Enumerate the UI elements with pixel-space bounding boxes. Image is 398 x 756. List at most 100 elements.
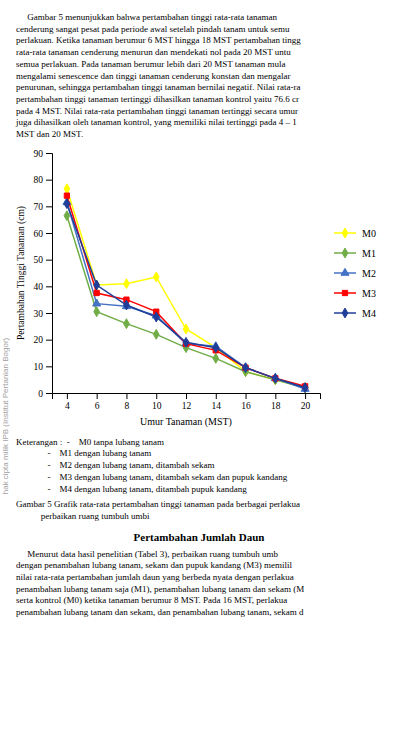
legend-item: M3 [334, 287, 376, 298]
caption-line: perbaikan ruang tumbuh umbi [16, 511, 394, 523]
tick-mark [46, 179, 52, 180]
series-line [67, 195, 305, 386]
watermark: hak cipta milik IPB (Institut Pertanian … [1, 338, 10, 495]
tick-label: 40 [34, 282, 44, 292]
paragraph-line: juga dihasilkan oleh tanaman kontrol, ya… [16, 117, 394, 129]
tick-label: 10 [34, 362, 44, 372]
tick-mark [46, 313, 52, 314]
point [153, 329, 159, 339]
legend-item: M2 [334, 267, 376, 278]
axis-line [46, 153, 53, 393]
tick: 10 [152, 393, 162, 411]
tick: 10 [34, 362, 53, 372]
tick-label: 50 [34, 255, 44, 265]
series-points [64, 193, 308, 389]
tick-label: 4 [65, 400, 70, 410]
legend-label: M3 [362, 287, 376, 298]
notes-line: - M1 dengan lubang tanam [16, 448, 394, 460]
chart: 4681012141618200102030405060708090Umur T… [12, 141, 390, 433]
legend-marker [342, 228, 348, 238]
paragraph: Menurut data hasil penelitian (Tabel 3),… [16, 549, 394, 619]
tick: 70 [34, 202, 53, 212]
tick-mark [67, 393, 68, 399]
point [153, 312, 159, 322]
legend-item: M4 [334, 307, 376, 318]
tick-mark [275, 393, 276, 399]
series-points [64, 184, 308, 393]
paragraph-line: Menurut data hasil penelitian (Tabel 3),… [16, 549, 394, 561]
legend-label: M4 [362, 307, 376, 318]
series-line [67, 202, 305, 389]
paragraph-line: penambahan lubang tanam saja (M1), penam… [16, 584, 394, 596]
series-line [67, 215, 305, 387]
tick-mark [46, 339, 52, 340]
point [183, 337, 189, 347]
tick: 12 [182, 393, 192, 411]
point [94, 280, 100, 290]
tick: 40 [34, 282, 53, 292]
legend-marker [342, 290, 347, 295]
point [302, 382, 308, 392]
point [64, 210, 70, 220]
caption: Gambar 5 Grafik rata-rata pertambahan ti… [16, 499, 394, 522]
tick: 6 [95, 393, 100, 411]
notes-line: - M4 dengan lubang tanam, ditambah pupuk… [16, 484, 394, 496]
series-group [63, 184, 309, 393]
notes-line: - M3 dengan lubang tanam, ditambah sekam… [16, 472, 394, 484]
point [124, 300, 130, 310]
point [94, 290, 99, 295]
tick-label: 20 [34, 335, 44, 345]
tick: 20 [34, 335, 53, 345]
tick-mark [97, 393, 98, 399]
section-title: Pertambahan Jumlah Daun [16, 531, 394, 543]
tick-mark [46, 259, 52, 260]
series-line [67, 188, 305, 387]
tick-mark [156, 393, 157, 399]
tick-label: 20 [301, 400, 311, 410]
point [94, 306, 100, 316]
tick: 80 [34, 175, 53, 185]
paragraph-line: penurunan, sehingga pertambahan tinggi t… [16, 82, 394, 94]
tick-label: 12 [182, 400, 192, 410]
point [93, 299, 101, 306]
axis-line [53, 393, 321, 399]
point [124, 318, 130, 328]
y-axis: 0102030405060708090 [34, 148, 53, 398]
paragraph-line: cenderung sangat pesat pada periode awal… [16, 24, 394, 36]
tick-label: 60 [34, 228, 44, 238]
tick-label: 18 [271, 400, 281, 410]
tick-label: 8 [125, 400, 130, 410]
paragraph-line: semua perlakuan. Pada tanaman berumur le… [16, 59, 394, 71]
paragraph: Gambar 5 menunjukkan bahwa pertambahan t… [16, 12, 394, 141]
tick-mark [46, 286, 52, 287]
point [64, 193, 69, 198]
tick-label: 70 [34, 202, 44, 212]
tick: 50 [34, 255, 53, 265]
tick-label: 16 [241, 400, 251, 410]
y-axis-title: Pertambahan Tinggi Tanaman (cm) [16, 206, 27, 340]
paragraph-line: nilai rata-rata pertambahan jumlah daun … [16, 572, 394, 584]
paragraph-line: rata-rata tanaman cenderung menurun dan … [16, 47, 394, 59]
point [213, 353, 219, 363]
point [64, 198, 70, 208]
tick-label: 10 [152, 400, 162, 410]
tick-mark [216, 393, 217, 399]
paragraph-line: penambahan lubang tanam dan sekam, dan p… [16, 607, 394, 619]
tick-label: 6 [95, 400, 100, 410]
paragraph-line: serta kontrol (M0) ketika tanaman berumu… [16, 595, 394, 607]
legend: M0M1M2M3M4 [334, 227, 376, 318]
tick: 30 [34, 308, 53, 318]
point [64, 184, 70, 194]
plot-area: 4681012141618200102030405060708090Umur T… [16, 148, 321, 427]
notes-line: - M2 dengan lubang tanam, ditambah sekam [16, 460, 394, 472]
point [243, 362, 249, 372]
legend-marker [341, 268, 349, 275]
caption-line: Gambar 5 Grafik rata-rata pertambahan ti… [16, 499, 394, 511]
paragraph-line: pada 4 MST. Nilai rata-rata pertambahan … [16, 106, 394, 118]
legend-marker [342, 248, 348, 258]
point [153, 272, 159, 282]
paragraph-line: dengan penambahan lubang tanam, sekam da… [16, 560, 394, 572]
x-axis: 468101214161820 [53, 393, 321, 411]
tick-label: 80 [34, 175, 44, 185]
series-points [64, 210, 308, 392]
